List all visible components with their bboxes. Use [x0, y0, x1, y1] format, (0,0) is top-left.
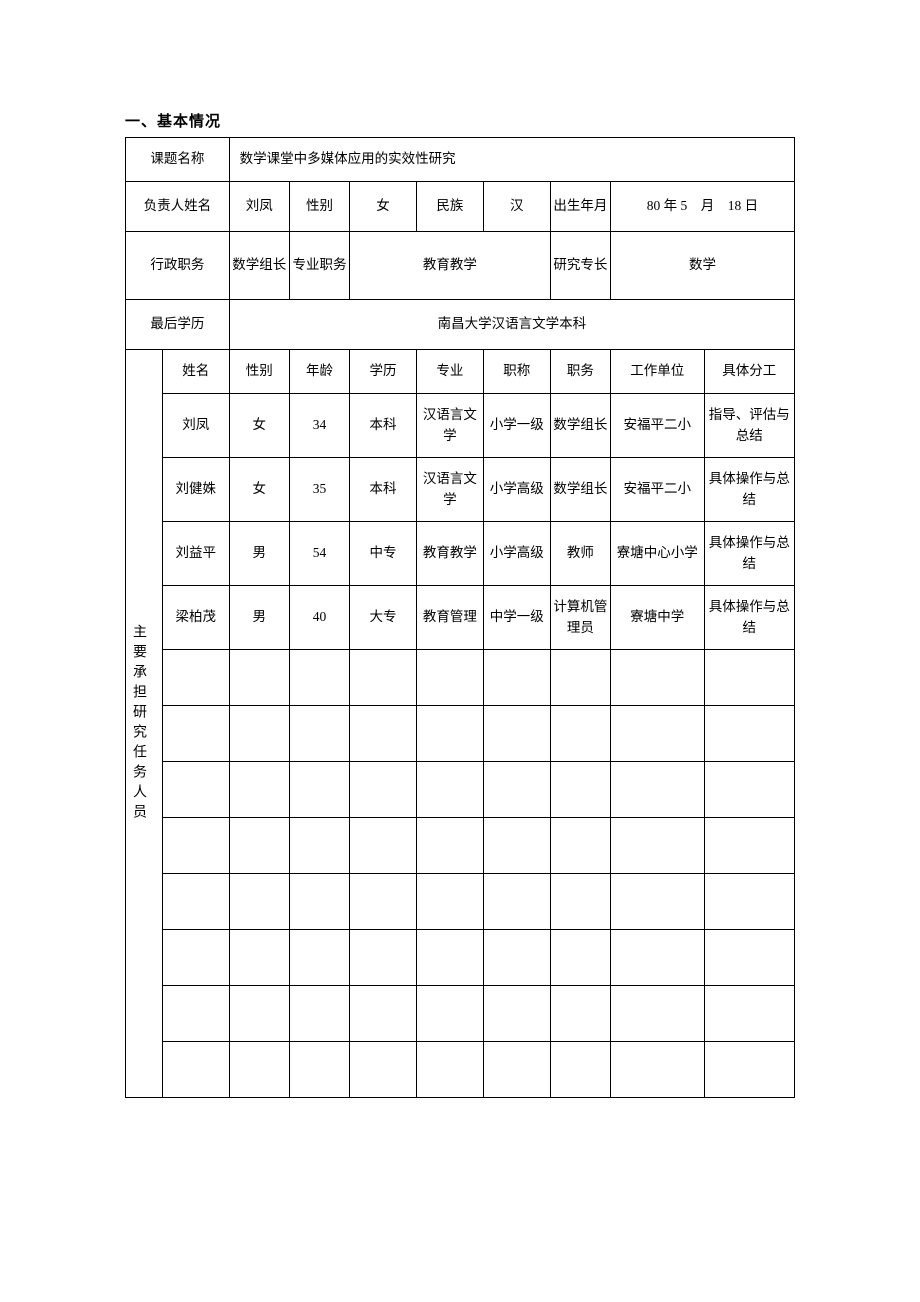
cell-gender: 男 [229, 586, 289, 650]
cell-duty: 具体操作与总结 [704, 586, 794, 650]
cell-name: 刘健姝 [162, 458, 229, 522]
value-pro-post: 教育教学 [350, 232, 551, 300]
cell-unit: 安福平二小 [610, 458, 704, 522]
value-final-edu: 南昌大学汉语言文学本科 [229, 300, 794, 350]
table-row: 刘健姝 女 35 本科 汉语言文学 小学高级 数学组长 安福平二小 具体操作与总… [126, 458, 795, 522]
label-ethnicity: 民族 [416, 182, 483, 232]
col-name: 姓名 [162, 350, 229, 394]
table-row [126, 706, 795, 762]
label-research-strength: 研究专长 [550, 232, 610, 300]
cell-post: 教师 [550, 522, 610, 586]
value-birth: 80 年 5 月 18 日 [610, 182, 794, 232]
value-leader-name: 刘凤 [229, 182, 289, 232]
cell-age: 40 [289, 586, 349, 650]
cell-unit: 安福平二小 [610, 394, 704, 458]
cell-title: 小学高级 [483, 458, 550, 522]
cell-duty: 具体操作与总结 [704, 522, 794, 586]
col-post: 职务 [550, 350, 610, 394]
cell-name: 刘凤 [162, 394, 229, 458]
table-row: 梁柏茂 男 40 大专 教育管理 中学一级 计算机管理员 寮塘中学 具体操作与总… [126, 586, 795, 650]
value-admin-post: 数学组长 [229, 232, 289, 300]
label-personnel: 主要承担研究任务人员 [126, 350, 163, 1098]
cell-name: 刘益平 [162, 522, 229, 586]
table-row [126, 930, 795, 986]
cell-post: 计算机管理员 [550, 586, 610, 650]
label-leader-name: 负责人姓名 [126, 182, 230, 232]
cell-major: 汉语言文学 [416, 458, 483, 522]
col-duty: 具体分工 [704, 350, 794, 394]
cell-edu: 本科 [350, 458, 417, 522]
label-gender: 性别 [289, 182, 349, 232]
cell-duty: 具体操作与总结 [704, 458, 794, 522]
col-title: 职称 [483, 350, 550, 394]
project-info-table: 课题名称 数学课堂中多媒体应用的实效性研究 负责人姓名 刘凤 性别 女 民族 汉… [125, 137, 795, 1098]
cell-edu: 本科 [350, 394, 417, 458]
label-admin-post: 行政职务 [126, 232, 230, 300]
cell-gender: 男 [229, 522, 289, 586]
label-final-edu: 最后学历 [126, 300, 230, 350]
cell-gender: 女 [229, 394, 289, 458]
cell-duty: 指导、评估与总结 [704, 394, 794, 458]
cell-age: 54 [289, 522, 349, 586]
cell-age: 34 [289, 394, 349, 458]
table-row [126, 762, 795, 818]
table-row [126, 650, 795, 706]
cell-age: 35 [289, 458, 349, 522]
cell-major: 教育管理 [416, 586, 483, 650]
cell-title: 小学一级 [483, 394, 550, 458]
col-unit: 工作单位 [610, 350, 704, 394]
col-edu: 学历 [350, 350, 417, 394]
cell-title: 中学一级 [483, 586, 550, 650]
cell-post: 数学组长 [550, 458, 610, 522]
table-row [126, 986, 795, 1042]
value-research-strength: 数学 [610, 232, 794, 300]
cell-major: 教育教学 [416, 522, 483, 586]
table-row [126, 1042, 795, 1098]
cell-edu: 中专 [350, 522, 417, 586]
table-row: 刘凤 女 34 本科 汉语言文学 小学一级 数学组长 安福平二小 指导、评估与总… [126, 394, 795, 458]
cell-unit: 寮塘中学 [610, 586, 704, 650]
value-project-name: 数学课堂中多媒体应用的实效性研究 [229, 138, 794, 182]
col-gender: 性别 [229, 350, 289, 394]
label-personnel-text: 主要承担研究任务人员 [128, 624, 149, 824]
cell-gender: 女 [229, 458, 289, 522]
cell-edu: 大专 [350, 586, 417, 650]
value-ethnicity: 汉 [483, 182, 550, 232]
cell-title: 小学高级 [483, 522, 550, 586]
label-pro-post: 专业职务 [289, 232, 349, 300]
label-project-name: 课题名称 [126, 138, 230, 182]
col-age: 年龄 [289, 350, 349, 394]
table-row: 刘益平 男 54 中专 教育教学 小学高级 教师 寮塘中心小学 具体操作与总结 [126, 522, 795, 586]
cell-post: 数学组长 [550, 394, 610, 458]
cell-name: 梁柏茂 [162, 586, 229, 650]
col-major: 专业 [416, 350, 483, 394]
table-row [126, 818, 795, 874]
value-gender: 女 [350, 182, 417, 232]
cell-major: 汉语言文学 [416, 394, 483, 458]
table-row [126, 874, 795, 930]
section-heading: 一、基本情况 [125, 110, 795, 131]
cell-unit: 寮塘中心小学 [610, 522, 704, 586]
label-birth: 出生年月 [550, 182, 610, 232]
